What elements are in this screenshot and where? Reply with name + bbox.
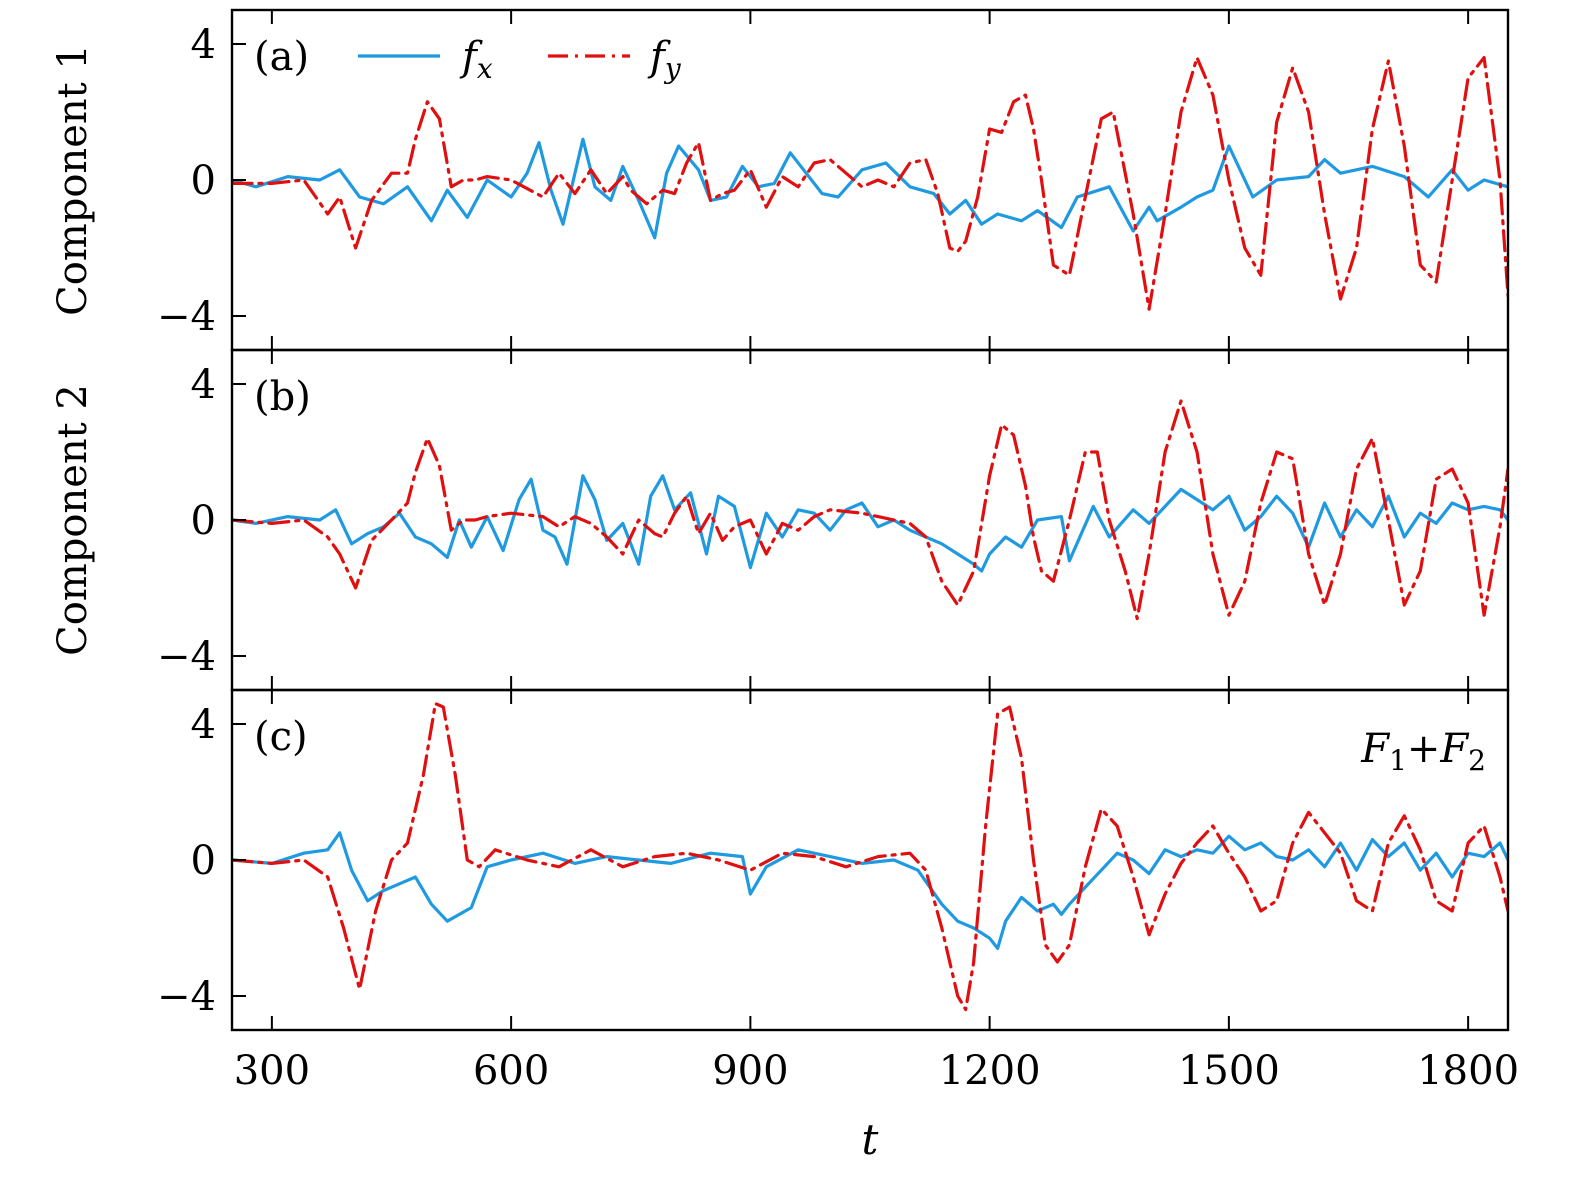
series-fy-line	[232, 702, 1508, 1012]
x-axis-label: t	[862, 1115, 879, 1164]
legend-label-fx: fx	[459, 34, 493, 85]
panel-label: (a)	[254, 34, 309, 80]
y-axis-label: Component 2	[50, 384, 96, 656]
legend-label-fy: fy	[647, 34, 682, 85]
plot-layer: −4 0 4 (a) Component 1 fx fy −4 0 4 (b) Component 2…	[50, 8, 1519, 1164]
series-fy-line	[232, 399, 1508, 621]
panel-label: (c)	[254, 714, 308, 760]
y-tick-label: 4	[191, 362, 216, 408]
series-fy-line	[232, 56, 1508, 311]
y-tick-label: 0	[191, 838, 216, 884]
y-tick-label: 4	[191, 702, 216, 748]
axes-frame	[230, 8, 1510, 352]
y-tick-label: 4	[191, 22, 216, 68]
sum-annotation: F1+F2	[1360, 726, 1486, 777]
x-tick-label: 900	[712, 1048, 788, 1094]
panel-label: (b)	[254, 374, 311, 420]
legend: fx fy	[358, 34, 682, 85]
x-tick-label: 300	[234, 1048, 310, 1094]
x-tick-label: 1500	[1178, 1048, 1280, 1094]
panel-b: −4 0 4 (b) Component 2	[50, 348, 1510, 692]
y-tick-label: −4	[157, 634, 216, 680]
x-tick-label: 1200	[939, 1048, 1041, 1094]
y-tick-label: 0	[191, 498, 216, 544]
axes-frame	[230, 348, 1510, 692]
y-tick-label: −4	[157, 974, 216, 1020]
series-fx-line	[232, 831, 1508, 950]
x-tick-label: 1800	[1417, 1048, 1519, 1094]
panel-a: −4 0 4 (a) Component 1 fx fy	[50, 8, 1510, 352]
y-axis-label: Component 1	[50, 44, 96, 316]
x-tick-label: 600	[473, 1048, 549, 1094]
y-tick-label: −4	[157, 294, 216, 340]
series-fx-line	[232, 474, 1508, 573]
series-fx-line	[232, 137, 1508, 240]
y-tick-label: 0	[191, 158, 216, 204]
panel-c: −4 0 4 (c) F1+F2	[157, 688, 1510, 1032]
